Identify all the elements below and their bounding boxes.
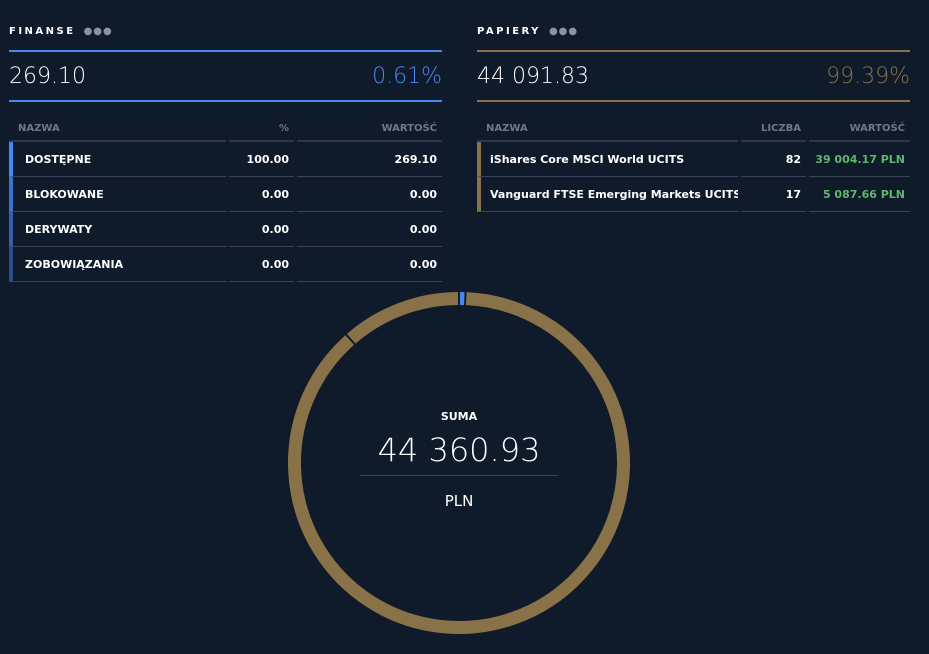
row-pct: 0.00: [229, 177, 294, 212]
row-name: DERYWATY: [9, 212, 226, 247]
finance-total: 269.10: [9, 63, 86, 89]
donut-segment-2[interactable]: [346, 292, 459, 344]
securities-total: 44 091.83: [477, 63, 589, 89]
col-name[interactable]: NAZWA: [9, 116, 226, 142]
row-value: 0.00: [297, 247, 442, 282]
securities-percent: 99.39%: [826, 63, 910, 89]
more-dots-icon[interactable]: ●●●: [548, 25, 579, 37]
row-value: 269.10: [297, 142, 442, 177]
col-value[interactable]: WARTOŚĆ: [809, 116, 910, 142]
securities-title: PAPIERY: [477, 25, 541, 37]
table-row[interactable]: iShares Core MSCI World UCITS 82 39 004.17…: [477, 142, 910, 177]
row-name: ZOBOWIĄZANIA: [9, 247, 226, 282]
row-name: iShares Core MSCI World UCITS: [477, 142, 738, 177]
table-row[interactable]: BLOKOWANE 0.00 0.00: [9, 177, 442, 212]
row-value: 0.00: [297, 177, 442, 212]
summary-label: SUMA: [440, 410, 478, 423]
finance-table: NAZWA % WARTOŚĆ DOSTĘPNE 100.00 269.10 BLO…: [6, 116, 445, 282]
col-name[interactable]: NAZWA: [477, 116, 738, 142]
summary-currency: PLN: [444, 492, 474, 510]
row-pct: 0.00: [229, 247, 294, 282]
row-count: 17: [741, 177, 806, 212]
more-dots-icon[interactable]: ●●●: [83, 25, 113, 37]
table-row[interactable]: ZOBOWIĄZANIA 0.00 0.00: [9, 247, 442, 282]
summary: SUMA 44 360.93 PLN: [360, 410, 558, 510]
summary-value: 44 360.93: [360, 431, 558, 476]
row-pct: 100.00: [229, 142, 294, 177]
table-row[interactable]: Vanguard FTSE Emerging Markets UCITS ETF…: [477, 177, 910, 212]
col-count[interactable]: LICZBA: [741, 116, 806, 142]
row-value: 39 004.17 PLN: [809, 142, 910, 177]
securities-table: NAZWA LICZBA WARTOŚĆ iShares Core MSCI W…: [474, 116, 913, 212]
row-value: 5 087.66 PLN: [809, 177, 910, 212]
col-percent[interactable]: %: [229, 116, 294, 142]
row-count: 82: [741, 142, 806, 177]
securities-panel: PAPIERY ●●● 44 091.83 99.39% NAZWA LICZBA …: [477, 22, 910, 212]
donut-segment-1[interactable]: [288, 292, 630, 634]
col-value[interactable]: WARTOŚĆ: [297, 116, 442, 142]
row-name: Vanguard FTSE Emerging Markets UCITS ETF: [477, 177, 738, 212]
row-name: BLOKOWANE: [9, 177, 226, 212]
allocation-donut: [288, 292, 630, 634]
finance-panel: FINANSE ●●● 269.10 0.61% NAZWA % WARTOŚĆ D…: [9, 22, 442, 282]
finance-title: FINANSE: [9, 25, 76, 37]
row-name: DOSTĘPNE: [9, 142, 226, 177]
table-row[interactable]: DOSTĘPNE 100.00 269.10: [9, 142, 442, 177]
row-pct: 0.00: [229, 212, 294, 247]
finance-percent: 0.61%: [372, 63, 442, 89]
row-value: 0.00: [297, 212, 442, 247]
table-row[interactable]: DERYWATY 0.00 0.00: [9, 212, 442, 247]
